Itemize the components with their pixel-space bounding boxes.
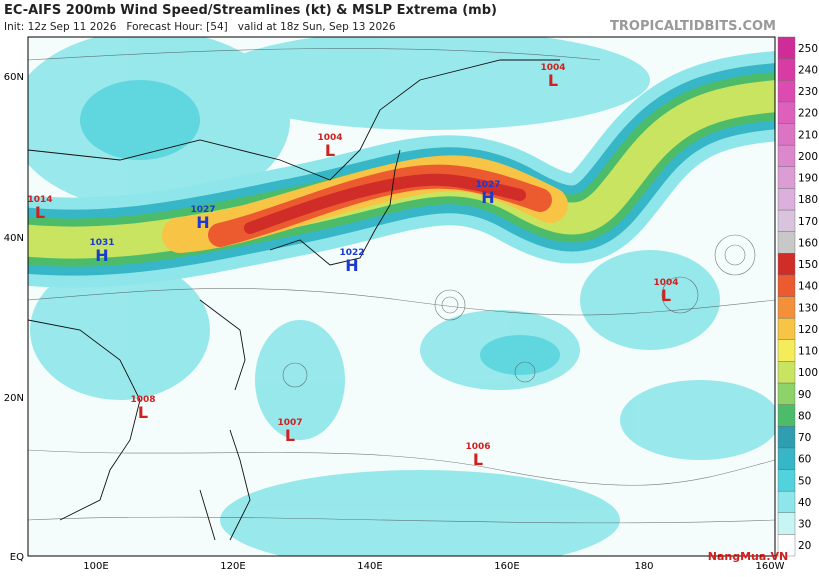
colorbar-label: 50 bbox=[798, 475, 811, 487]
lon-label: 160E bbox=[494, 561, 519, 572]
colorbar-segment bbox=[777, 209, 796, 232]
colorbar-label: 140 bbox=[798, 281, 818, 293]
colorbar-label: 230 bbox=[798, 86, 818, 98]
pressure-value: 1031 bbox=[89, 238, 114, 248]
colorbar-label: 200 bbox=[798, 151, 818, 163]
colorbar-label: 180 bbox=[798, 194, 818, 206]
colorbar-label: 80 bbox=[798, 410, 811, 422]
colorbar-label: 240 bbox=[798, 64, 818, 76]
lat-label: EQ bbox=[10, 552, 24, 563]
colorbar-segment bbox=[777, 58, 796, 81]
map-frame bbox=[27, 36, 776, 557]
colorbar-segment bbox=[777, 469, 796, 492]
colorbar-segment bbox=[777, 253, 796, 276]
colorbar-segment bbox=[777, 188, 796, 211]
pressure-letter: L bbox=[661, 286, 671, 305]
colorbar-segment bbox=[777, 426, 796, 449]
colorbar-segment bbox=[777, 382, 796, 405]
pressure-letter: L bbox=[325, 141, 335, 160]
pressure-value: 1004 bbox=[653, 278, 678, 288]
pressure-value: 1006 bbox=[465, 442, 490, 452]
pressure-value: 1022 bbox=[339, 248, 364, 258]
lon-label: 160W bbox=[756, 561, 785, 572]
colorbar-label: 170 bbox=[798, 216, 818, 228]
pressure-letter: L bbox=[473, 450, 483, 469]
colorbar-segment bbox=[777, 317, 796, 340]
colorbar-label: 20 bbox=[798, 540, 811, 552]
colorbar-segment bbox=[777, 123, 796, 146]
pressure-value: 1008 bbox=[130, 395, 155, 405]
colorbar-label: 30 bbox=[798, 519, 811, 531]
colorbar-segment bbox=[777, 80, 796, 103]
colorbar-label: 100 bbox=[798, 367, 818, 379]
colorbar-segment bbox=[777, 447, 796, 470]
lon-label: 180 bbox=[634, 561, 653, 572]
colorbar-label: 120 bbox=[798, 324, 818, 336]
pressure-letter: H bbox=[345, 256, 358, 275]
site-label: TROPICALTIDBITS.COM bbox=[610, 19, 776, 34]
colorbar-segment bbox=[777, 339, 796, 362]
pressure-letter: L bbox=[285, 426, 295, 445]
colorbar-segment bbox=[777, 274, 796, 297]
pressure-letter: H bbox=[481, 188, 494, 207]
colorbar-segment bbox=[777, 512, 796, 535]
colorbar-label: 60 bbox=[798, 454, 811, 466]
colorbar-label: 40 bbox=[798, 497, 811, 509]
colorbar-segment bbox=[777, 144, 796, 167]
colorbar-segment bbox=[777, 231, 796, 254]
pressure-letter: L bbox=[35, 203, 45, 222]
lon-label: 120E bbox=[220, 561, 245, 572]
pressure-letter: H bbox=[196, 213, 209, 232]
pressure-value: 1007 bbox=[277, 418, 302, 428]
colorbar-segment bbox=[777, 296, 796, 319]
watermark: NangMua.VN bbox=[708, 550, 788, 563]
colorbar-segment bbox=[777, 361, 796, 384]
subtitle: Init: 12z Sep 11 2026 Forecast Hour: [54… bbox=[4, 21, 396, 33]
title: EC-AIFS 200mb Wind Speed/Streamlines (kt… bbox=[4, 3, 497, 18]
lon-label: 140E bbox=[357, 561, 382, 572]
pressure-letter: L bbox=[548, 71, 558, 90]
pressure-value: 1014 bbox=[27, 195, 52, 205]
colorbar-label: 70 bbox=[798, 432, 811, 444]
colorbar-segment bbox=[777, 404, 796, 427]
colorbar-label: 250 bbox=[798, 43, 818, 55]
pressure-value: 1027 bbox=[190, 205, 215, 215]
colorbar-segment bbox=[777, 490, 796, 513]
lat-label: 40N bbox=[4, 233, 24, 244]
pressure-value: 1004 bbox=[317, 133, 342, 143]
pressure-value: 1004 bbox=[540, 63, 565, 73]
colorbar-label: 130 bbox=[798, 302, 818, 314]
pressure-letter: H bbox=[95, 246, 108, 265]
pressure-letter: L bbox=[138, 403, 148, 422]
lat-label: 20N bbox=[4, 393, 24, 404]
colorbar-label: 150 bbox=[798, 259, 818, 271]
lon-label: 100E bbox=[83, 561, 108, 572]
lat-label: 60N bbox=[4, 72, 24, 83]
colorbar-label: 210 bbox=[798, 129, 818, 141]
colorbar-label: 160 bbox=[798, 237, 818, 249]
colorbar-label: 110 bbox=[798, 346, 818, 358]
colorbar-segment bbox=[777, 36, 796, 59]
colorbar-label: 190 bbox=[798, 173, 818, 185]
colorbar-label: 90 bbox=[798, 389, 811, 401]
colorbar-segment bbox=[777, 166, 796, 189]
colorbar-segment bbox=[777, 101, 796, 124]
pressure-value: 1027 bbox=[475, 180, 500, 190]
colorbar-label: 220 bbox=[798, 108, 818, 120]
